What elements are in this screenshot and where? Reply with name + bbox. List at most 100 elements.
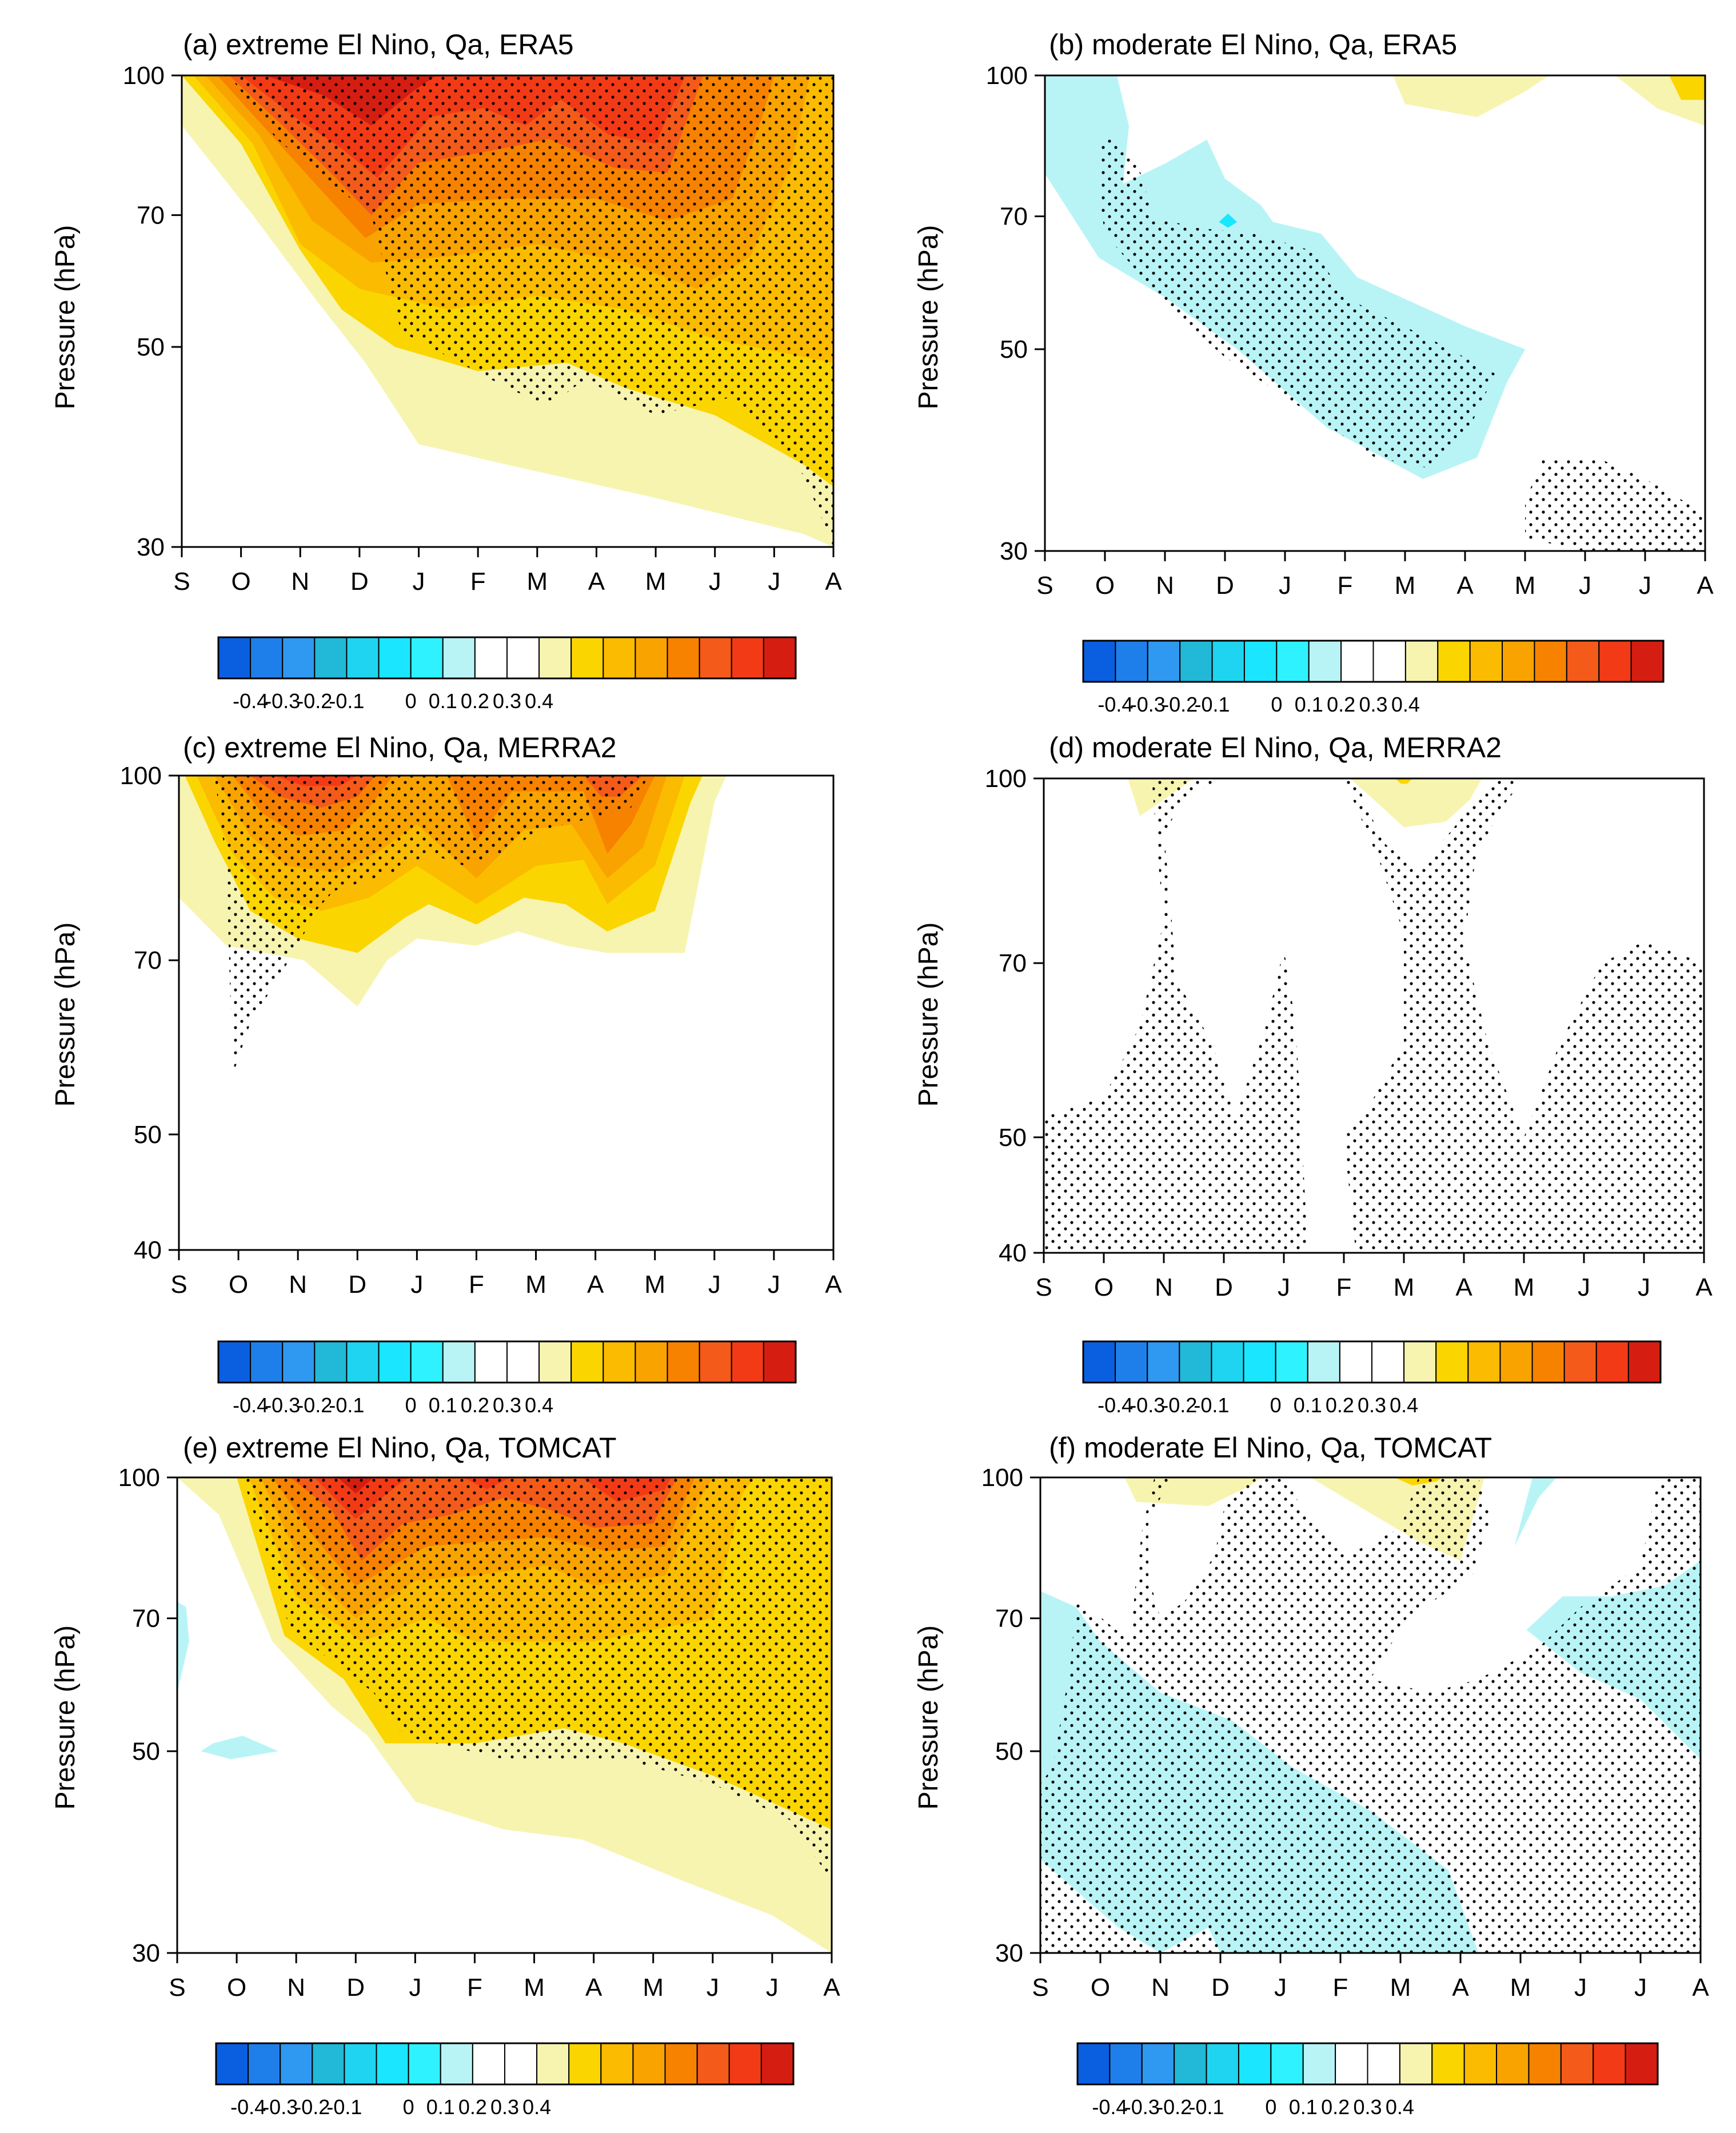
x-tick-label: A: [823, 1974, 840, 2002]
colorbar-outline: [217, 1340, 797, 1384]
colorbar-swatch: [1598, 640, 1632, 682]
colorbar-outline: [1082, 640, 1665, 683]
y-tick-label: 40: [134, 1236, 162, 1264]
colorbar-swatch: [538, 1341, 572, 1383]
plot-frame: [176, 1476, 833, 1954]
panel-e: (e) extreme El Nino, Qa, TOMCAT Pressure…: [50, 1432, 840, 2119]
panel-a-y-axis-label: Pressure (hPa): [50, 225, 81, 410]
panel-b-colorbar: -0.4-0.3-0.2-0.1 0 0.1 0.2 0.3 0.4: [1082, 640, 1665, 716]
x-tick-label: J: [410, 1271, 423, 1299]
x-tick-label: J: [707, 1974, 719, 2002]
x-tick-label: J: [409, 1974, 421, 2002]
colorbar-swatch: [1083, 1341, 1116, 1383]
x-tick-label: S: [1035, 1273, 1052, 1301]
colorbar-tick-label: 0.3: [1353, 2095, 1382, 2119]
x-tick-label: S: [173, 568, 190, 596]
colorbar-tick-label: 0.1: [429, 689, 457, 713]
x-tick-label: N: [287, 1974, 305, 2002]
colorbar-swatch: [1270, 2043, 1304, 2085]
panel-c-y-axis-label: Pressure (hPa): [50, 922, 81, 1107]
colorbar-swatch: [1275, 1341, 1308, 1383]
colorbar-tick-label: 0.2: [1321, 2095, 1350, 2119]
x-tick-label: F: [1333, 1974, 1348, 2002]
contour-fill-0.05: [1350, 778, 1482, 828]
colorbar-swatch: [378, 1341, 412, 1383]
colorbar-swatch: [1528, 2043, 1562, 2085]
colorbar-tick-label: -0.2: [1162, 693, 1198, 716]
colorbar-outline: [1082, 1340, 1662, 1384]
x-tick-label: J: [413, 568, 425, 596]
x-tick-label: F: [1338, 572, 1353, 600]
colorbar-swatch: [1404, 640, 1439, 682]
colorbar-swatch: [314, 1341, 348, 1383]
colorbar-swatch: [1367, 2043, 1400, 2085]
plot-frame: [1039, 1476, 1702, 1954]
contour-fill-0.05: [1393, 75, 1549, 117]
colorbar-swatch: [1083, 640, 1116, 682]
colorbar-swatch: [250, 1341, 284, 1383]
colorbar-swatch: [1371, 1341, 1405, 1383]
panel-d-colorbar: -0.4-0.3-0.2-0.1 0 0.1 0.2 0.3 0.4: [1082, 1340, 1662, 1417]
colorbar-swatch: [376, 2043, 409, 2085]
x-tick-label: A: [1455, 1273, 1472, 1301]
x-tick-label: J: [768, 1271, 780, 1299]
y-tick-label: 50: [132, 1737, 160, 1765]
panel-d: (d) moderate El Nino, Qa, MERRA2 Pressur…: [913, 732, 1713, 1417]
plot-frame: [1043, 777, 1705, 1254]
colorbar-swatch: [344, 2043, 377, 2085]
y-tick-label: 50: [137, 333, 165, 361]
y-tick-label: 100: [981, 1464, 1023, 1492]
colorbar-swatch: [1531, 1341, 1565, 1383]
colorbar-swatch: [1625, 2043, 1658, 2085]
x-tick-label: A: [1456, 572, 1474, 600]
colorbar-swatch: [1563, 1341, 1597, 1383]
colorbar-tick-label: -0.3: [1124, 2095, 1160, 2119]
x-tick-label: J: [1578, 1273, 1590, 1301]
colorbar-tick-label: -0.3: [1130, 1393, 1165, 1417]
panel-a-colorbar: -0.4-0.3-0.2-0.1 0 0.1 0.2 0.3 0.4: [217, 636, 797, 713]
colorbar-swatch: [282, 637, 316, 679]
contour-fill--0.05: [177, 1601, 189, 1693]
colorbar-swatch: [346, 637, 380, 679]
y-tick-label: 100: [123, 62, 165, 90]
colorbar-tick-label: 0: [405, 1393, 417, 1417]
x-tick-label: J: [768, 568, 780, 596]
colorbar-tick-label: 0.4: [525, 689, 553, 713]
colorbar-swatch: [1307, 1341, 1340, 1383]
x-tick-label: O: [227, 1974, 246, 2002]
colorbar-tick-label: -0.4: [233, 1393, 268, 1417]
colorbar-swatch: [1463, 2043, 1498, 2085]
x-tick-label: F: [467, 1974, 482, 2002]
colorbar-tick-label: 0.3: [1358, 1393, 1386, 1417]
colorbar-tick-label: -0.1: [1195, 693, 1230, 716]
colorbar-swatch: [504, 2043, 538, 2085]
colorbar-tick-label: -0.3: [265, 1393, 300, 1417]
panel-a-plot: S O N D J F M A M J J A 30 50 70 100: [123, 62, 843, 596]
colorbar-swatch: [1179, 640, 1213, 682]
colorbar-tick-label: -0.2: [1156, 2095, 1192, 2119]
x-tick-label: M: [1390, 1974, 1411, 2002]
colorbar-swatch: [282, 1341, 316, 1383]
colorbar-tick-label: -0.4: [1098, 1393, 1133, 1417]
colorbar-swatch: [1469, 640, 1503, 682]
panel-f-colorbar: -0.4-0.3-0.2-0.1 0 0.1 0.2 0.3 0.4: [1076, 2042, 1659, 2119]
x-tick-label: J: [766, 1974, 779, 2002]
x-tick-label: N: [1155, 1273, 1173, 1301]
colorbar-tick-label: 0.2: [461, 689, 489, 713]
colorbar-tick-label: -0.4: [1098, 693, 1133, 716]
colorbar-swatch: [1499, 1341, 1533, 1383]
y-tick-label: 70: [999, 949, 1027, 977]
colorbar-tick-label: -0.3: [265, 689, 300, 713]
x-tick-label: M: [642, 1974, 664, 2002]
colorbar-swatch: [1630, 640, 1664, 682]
x-tick-label: J: [1274, 1974, 1287, 2002]
colorbar-tick-label: -0.2: [297, 689, 332, 713]
panel-e-colorbar: -0.4-0.3-0.2-0.1 0 0.1 0.2 0.3 0.4: [215, 2042, 795, 2119]
x-tick-label: A: [587, 1271, 604, 1299]
x-tick-label: F: [470, 568, 486, 596]
y-tick-label: 30: [1000, 537, 1028, 565]
panel-d-plot: S O N D J F M A M J J A 40 50 70 100: [985, 765, 1713, 1301]
significance-stipple: [1344, 778, 1704, 1253]
x-tick-label: D: [346, 1974, 365, 2002]
